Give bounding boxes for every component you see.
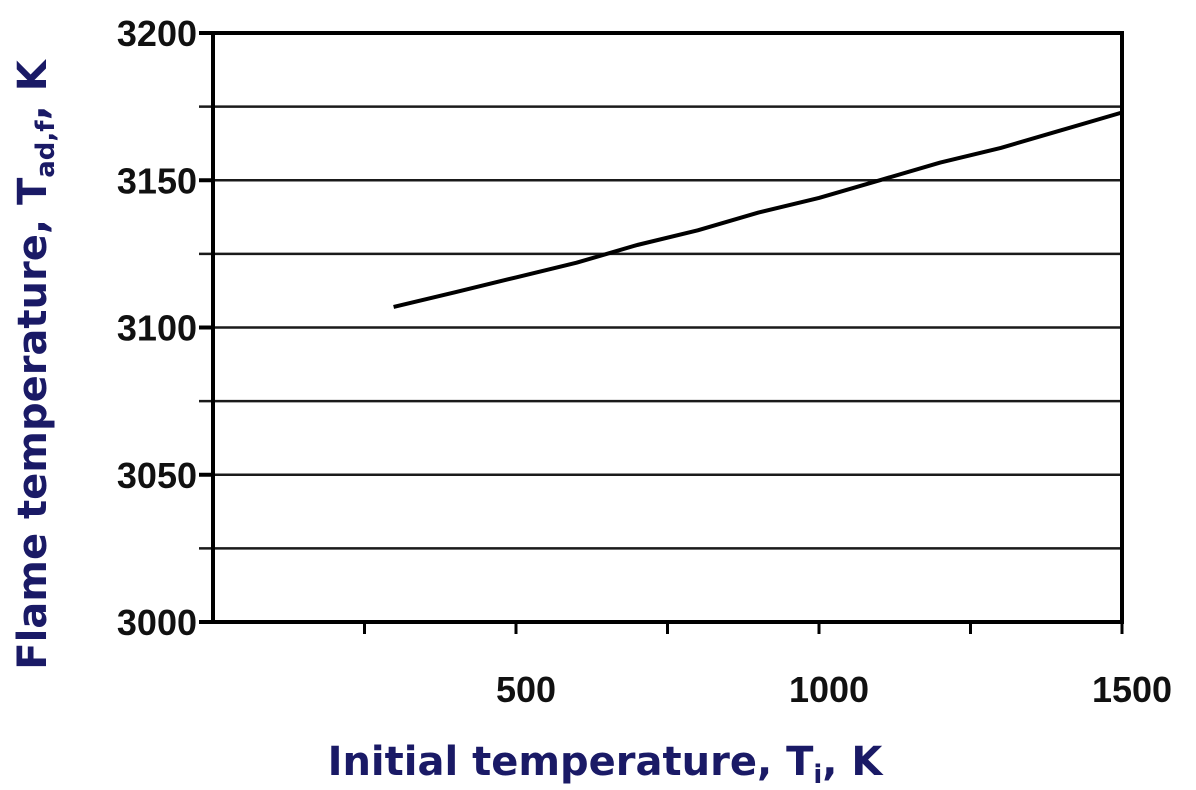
y-axis-title-suffix: , K [10,58,56,120]
axis-ticks [199,31,1124,634]
x-tick-label: 500 [496,669,556,710]
x-axis-title-text: Initial temperature, T [328,739,815,785]
y-tick-label: 3100 [117,308,197,349]
y-axis-title-text: Flame temperature, T [10,177,56,670]
y-axis-title: Flame temperature, Tad,f, K [10,58,61,670]
x-axis-title: Initial temperature, Ti, K [328,739,885,790]
y-tick-label: 3000 [117,602,197,643]
y-tick-label: 3200 [117,13,197,54]
y-tick-label: 3050 [117,455,197,496]
x-tick-label: 1500 [1092,669,1172,710]
tick-labels: 3000 3050 3100 3150 3200 500 1000 1500 [117,13,1172,710]
y-axis-title-sub: ad,f [31,120,61,178]
x-tick-label: 1000 [789,669,869,710]
y-tick-label: 3150 [117,160,197,201]
x-axis-title-sub: i [813,760,822,790]
series-line [393,110,1123,309]
gridlines [199,31,1122,550]
x-axis-title-suffix: , K [822,739,884,785]
